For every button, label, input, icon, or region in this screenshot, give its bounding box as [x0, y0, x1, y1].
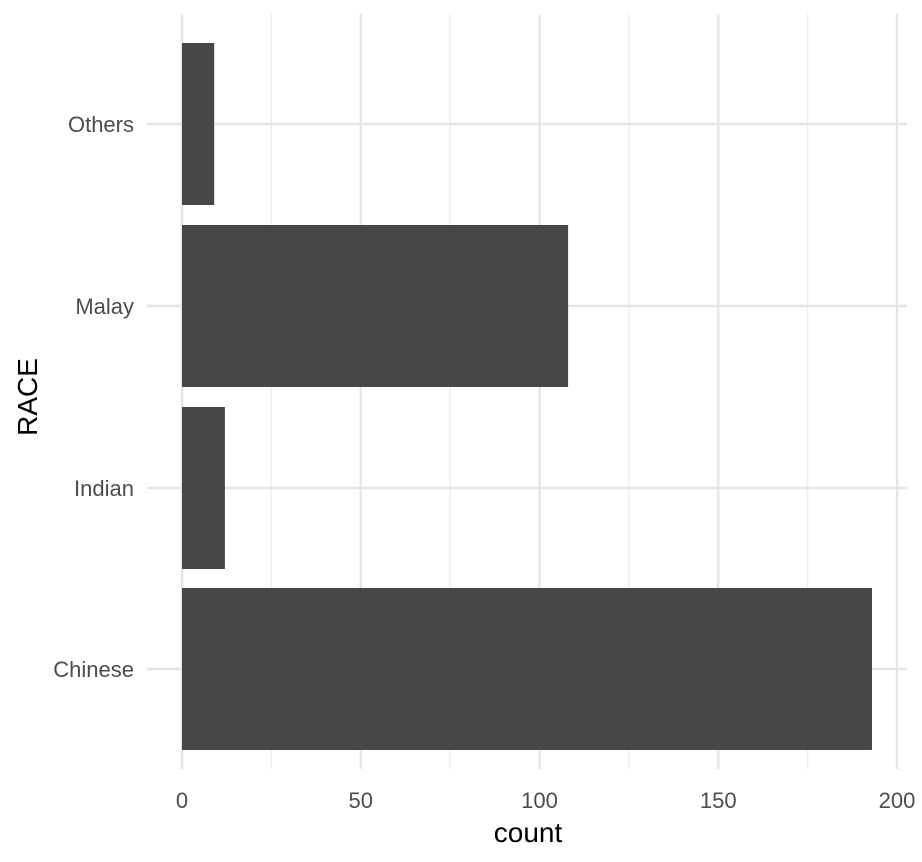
y-axis-tick-labels: Chinese Indian Malay Others: [53, 112, 134, 682]
bar-indian: [182, 407, 225, 569]
bar-malay: [182, 225, 569, 387]
y-tick-label: Indian: [74, 476, 134, 501]
x-tick-label: 200: [879, 788, 916, 813]
y-tick-label: Chinese: [53, 657, 134, 682]
x-tick-label: 50: [349, 788, 373, 813]
x-tick-label: 150: [700, 788, 737, 813]
x-tick-label: 100: [521, 788, 558, 813]
bars: [182, 43, 872, 750]
x-axis-title: count: [494, 817, 563, 848]
x-axis-tick-labels: 0 50 100 150 200: [176, 788, 915, 813]
bar-others: [182, 43, 215, 205]
y-tick-label: Others: [68, 112, 134, 137]
bar-chinese: [182, 588, 872, 750]
y-tick-label: Malay: [75, 294, 134, 319]
x-tick-label: 0: [176, 788, 188, 813]
y-axis-title: RACE: [12, 358, 43, 436]
